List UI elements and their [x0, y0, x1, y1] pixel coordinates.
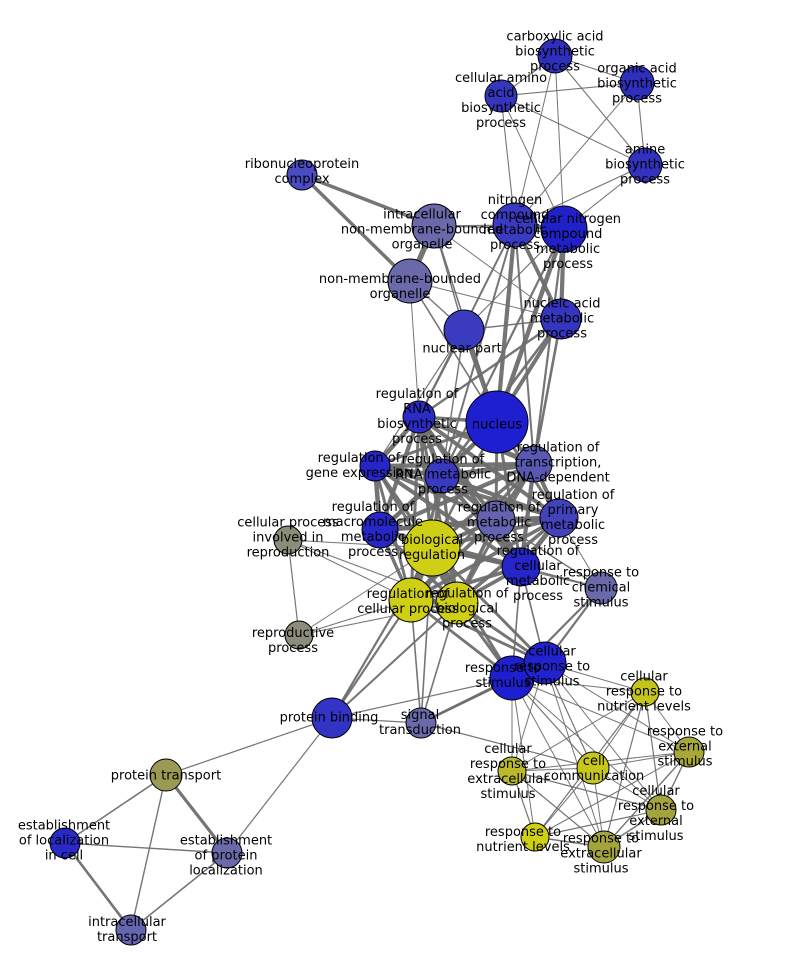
graph-edge	[433, 225, 562, 320]
graph-node[interactable]	[539, 498, 579, 538]
graph-edge	[409, 416, 421, 601]
graph-edge	[374, 329, 465, 467]
graph-node[interactable]	[537, 38, 573, 74]
graph-node[interactable]	[211, 837, 243, 869]
graph-edge	[495, 519, 602, 589]
graph-edge	[554, 55, 646, 166]
graph-edge	[514, 82, 638, 226]
graph-node[interactable]	[403, 519, 461, 577]
graph-node[interactable]	[149, 758, 183, 792]
graph-node[interactable]	[273, 525, 303, 555]
graph-edge	[463, 228, 565, 331]
edge-layer	[63, 55, 690, 931]
graph-edge	[511, 677, 662, 811]
graph-node[interactable]	[492, 202, 538, 248]
graph-node[interactable]	[361, 511, 399, 549]
graph-node[interactable]	[115, 914, 147, 946]
graph-node[interactable]	[388, 577, 434, 623]
graph-edge	[544, 662, 662, 811]
graph-edge	[331, 599, 412, 719]
graph-edge	[532, 228, 566, 465]
graph-edge	[420, 547, 433, 724]
graph-node[interactable]	[540, 298, 582, 340]
graph-edge	[64, 842, 228, 854]
graph-edge	[511, 691, 646, 772]
graph-edge	[287, 539, 300, 636]
graph-edge	[164, 774, 229, 854]
graph-node[interactable]	[465, 390, 529, 454]
graph-edge	[544, 662, 690, 753]
graph-edge	[441, 224, 516, 477]
graph-node[interactable]	[576, 751, 610, 785]
graph-node[interactable]	[405, 707, 437, 739]
graph-node[interactable]	[587, 830, 621, 864]
graph-node[interactable]	[476, 500, 516, 540]
graph-edge	[534, 809, 662, 838]
graph-edge	[420, 722, 594, 769]
graph-edge	[374, 464, 560, 520]
graph-node[interactable]	[311, 697, 353, 739]
graph-edge	[554, 55, 565, 230]
graph-edge	[500, 82, 638, 97]
graph-edge	[409, 280, 420, 418]
node-layer	[49, 38, 705, 946]
graph-node[interactable]	[424, 458, 460, 494]
graph-edge	[63, 842, 133, 931]
graph-edge	[511, 677, 690, 753]
graph-node[interactable]	[515, 445, 553, 483]
graph-edge	[644, 691, 662, 811]
graph-edge	[130, 852, 228, 931]
graph-node[interactable]	[540, 205, 588, 253]
graph-node[interactable]	[520, 822, 550, 852]
graph-edge	[64, 774, 167, 844]
graph-edge	[165, 717, 333, 776]
graph-node[interactable]	[673, 736, 705, 768]
graph-edge	[418, 318, 562, 418]
graph-node[interactable]	[387, 258, 433, 304]
graph-edge	[500, 95, 646, 166]
graph-edge	[226, 717, 333, 854]
graph-edge	[300, 173, 412, 283]
graph-node[interactable]	[411, 203, 457, 249]
graph-node[interactable]	[443, 309, 485, 351]
graph-edge	[514, 55, 556, 226]
graph-node[interactable]	[523, 641, 567, 685]
graph-node[interactable]	[49, 827, 81, 859]
graph-edge	[514, 164, 646, 226]
graph-edge	[511, 770, 605, 848]
graph-node[interactable]	[645, 794, 677, 826]
graph-edge	[494, 224, 518, 423]
graph-node[interactable]	[497, 756, 527, 786]
graph-edge	[603, 751, 690, 848]
graph-node[interactable]	[584, 571, 618, 605]
graph-edge	[130, 774, 167, 931]
graph-edge	[511, 677, 536, 838]
graph-node[interactable]	[630, 677, 660, 707]
graph-node[interactable]	[619, 65, 655, 101]
graph-edge	[511, 770, 662, 811]
graph-node[interactable]	[435, 581, 479, 625]
graph-edge	[373, 464, 523, 569]
graph-edge	[331, 602, 458, 719]
graph-node[interactable]	[501, 547, 541, 587]
graph-node[interactable]	[286, 159, 318, 191]
graph-edge	[374, 464, 497, 522]
graph-edge	[532, 318, 563, 465]
graph-node[interactable]	[627, 147, 663, 183]
graph-edge	[287, 539, 412, 601]
graph-edge	[544, 662, 605, 848]
graph-edge	[511, 677, 605, 848]
graph-node[interactable]	[484, 79, 518, 113]
graph-edge	[409, 280, 562, 320]
graph-node[interactable]	[359, 450, 391, 482]
graph-edge	[331, 547, 433, 719]
graph-edge	[301, 173, 435, 228]
graph-node[interactable]	[402, 400, 436, 434]
graph-node[interactable]	[284, 620, 314, 650]
graph-edge	[534, 751, 690, 838]
